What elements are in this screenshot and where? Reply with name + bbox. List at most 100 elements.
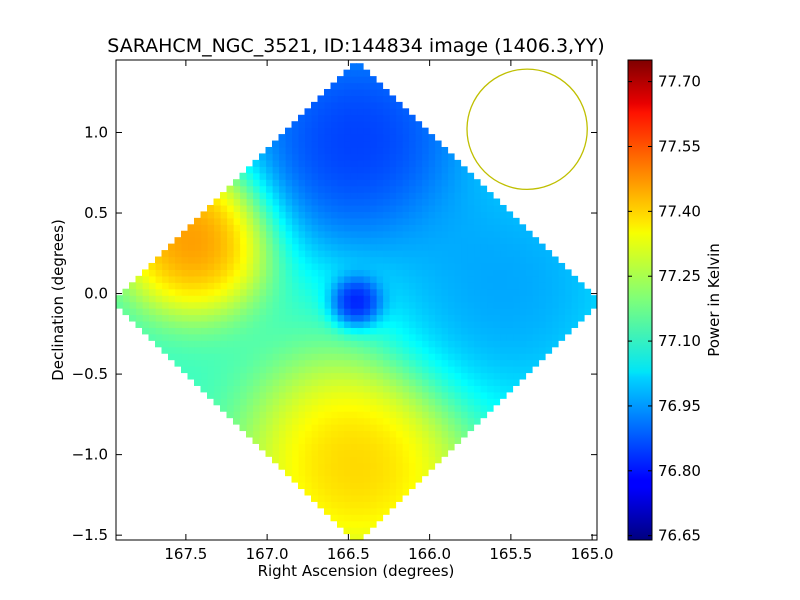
heatmap-cell <box>460 192 468 200</box>
heatmap-cell <box>421 424 429 432</box>
heatmap-cell <box>369 385 377 393</box>
heatmap-cell <box>415 262 423 270</box>
heatmap-cell <box>356 320 364 328</box>
heatmap-cell <box>428 456 436 464</box>
heatmap-cell <box>584 308 592 316</box>
heatmap-cell <box>356 391 364 399</box>
heatmap-cell <box>389 159 397 167</box>
heatmap-cell <box>291 359 299 367</box>
heatmap-cell <box>558 262 566 270</box>
heatmap-cell <box>239 282 247 290</box>
heatmap-cell <box>317 185 325 193</box>
heatmap-cell <box>493 250 501 258</box>
heatmap-cell <box>272 398 280 406</box>
heatmap-cell <box>402 262 410 270</box>
heatmap-cell <box>324 282 332 290</box>
heatmap-cell <box>265 204 273 213</box>
heatmap-cell <box>252 353 260 361</box>
heatmap-cell <box>493 288 501 296</box>
heatmap-cell <box>434 301 442 309</box>
heatmap-cell <box>493 256 501 264</box>
heatmap-cell <box>415 314 423 322</box>
heatmap-cell <box>239 275 247 283</box>
heatmap-cell <box>460 417 468 425</box>
heatmap-cell <box>350 262 358 270</box>
heatmap-cell <box>454 237 462 245</box>
heatmap-cell <box>506 314 514 322</box>
heatmap-cell <box>564 295 572 303</box>
heatmap-cell <box>278 436 286 444</box>
heatmap-cell <box>220 314 228 322</box>
heatmap-cell <box>259 179 267 187</box>
heatmap-cell <box>337 443 345 451</box>
heatmap-cell <box>350 443 358 451</box>
heatmap-cell <box>213 250 221 258</box>
heatmap-cell <box>382 501 390 509</box>
heatmap-cell <box>350 250 358 258</box>
heatmap-cell <box>350 230 358 238</box>
heatmap-cell <box>200 385 208 393</box>
heatmap-cell <box>538 288 546 296</box>
heatmap-cell <box>356 237 364 245</box>
heatmap-cell <box>532 340 540 348</box>
heatmap-cell <box>291 411 299 419</box>
heatmap-cell <box>369 333 377 341</box>
heatmap-cell <box>376 127 384 135</box>
heatmap-cell <box>304 327 312 335</box>
heatmap-cell <box>356 533 364 540</box>
heatmap-cell <box>493 295 501 303</box>
heatmap-cell <box>428 211 436 219</box>
heatmap-cell <box>259 366 267 374</box>
heatmap-cell <box>291 353 299 361</box>
heatmap-cell <box>434 211 442 219</box>
heatmap-cell <box>337 256 345 264</box>
heatmap-cell <box>200 301 208 309</box>
heatmap-cell <box>304 398 312 406</box>
heatmap-cell <box>577 282 585 290</box>
heatmap-cell <box>356 494 364 502</box>
heatmap-cell <box>272 301 280 309</box>
heatmap-cell <box>291 237 299 245</box>
heatmap-cell <box>467 308 475 316</box>
heatmap-cell <box>499 230 507 238</box>
heatmap-cell <box>311 417 319 425</box>
heatmap-cell <box>356 88 364 97</box>
heatmap-cell <box>369 250 377 258</box>
heatmap-cell <box>395 391 403 399</box>
heatmap-cell <box>363 295 371 303</box>
heatmap-cell <box>291 391 299 399</box>
heatmap-cell <box>317 443 325 451</box>
heatmap-cell <box>272 424 280 432</box>
heatmap-cell <box>246 359 254 367</box>
heatmap-cell <box>356 95 364 103</box>
heatmap-cell <box>311 404 319 412</box>
heatmap-cell <box>421 462 429 470</box>
heatmap-cell <box>324 134 332 142</box>
heatmap-cell <box>142 275 150 283</box>
heatmap-cell <box>226 295 234 303</box>
heatmap-cell <box>421 398 429 406</box>
heatmap-cell <box>564 269 572 277</box>
heatmap-cell <box>265 179 273 187</box>
heatmap-cell <box>298 430 306 438</box>
heatmap-cell <box>220 385 228 393</box>
heatmap-cell <box>369 378 377 386</box>
heatmap-cell <box>233 398 241 406</box>
heatmap-cell <box>252 166 260 174</box>
heatmap-cell <box>473 256 481 264</box>
heatmap-cell <box>447 424 455 432</box>
heatmap-cell <box>389 256 397 264</box>
heatmap-cell <box>324 269 332 277</box>
heatmap-cell <box>376 282 384 290</box>
heatmap-cell <box>272 250 280 258</box>
heatmap-cell <box>298 378 306 386</box>
heatmap-cell <box>356 340 364 348</box>
heatmap-cell <box>356 134 364 142</box>
heatmap-cell <box>252 424 260 432</box>
heatmap-cell <box>369 359 377 367</box>
heatmap-cell <box>246 327 254 335</box>
heatmap-cell <box>376 333 384 341</box>
heatmap-cell <box>304 436 312 444</box>
heatmap-cell <box>532 320 540 328</box>
